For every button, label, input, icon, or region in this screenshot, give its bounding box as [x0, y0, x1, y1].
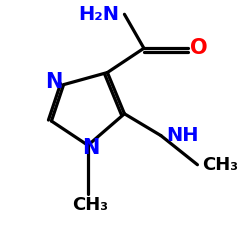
Text: H₂N: H₂N — [78, 5, 120, 24]
Text: O: O — [190, 38, 208, 58]
Text: NH: NH — [166, 126, 198, 145]
Text: N: N — [45, 72, 62, 92]
Text: CH₃: CH₃ — [202, 156, 238, 174]
Text: N: N — [82, 138, 99, 158]
Text: CH₃: CH₃ — [72, 196, 108, 214]
